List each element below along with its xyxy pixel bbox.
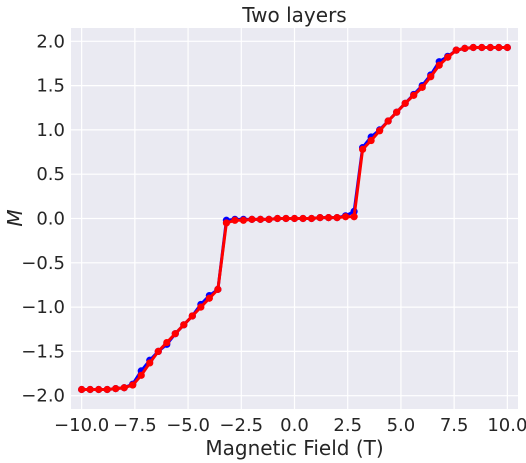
data-point [427, 73, 434, 80]
x-tick-label: 5.0 [387, 415, 416, 436]
y-tick-label: −1.5 [21, 341, 65, 362]
data-point [436, 62, 443, 69]
y-tick-label: 1.5 [36, 76, 65, 97]
y-tick-label: −2.0 [21, 386, 65, 407]
x-tick-label: 7.5 [440, 415, 469, 436]
data-point [172, 330, 179, 337]
y-tick-label: 0.5 [36, 164, 65, 185]
y-tick-labels: −2.0 −1.5 −1.0 −0.5 0.0 0.5 1.0 1.5 2.0 [21, 31, 65, 406]
data-point [487, 44, 494, 51]
data-point [121, 384, 128, 391]
x-tick-label: −2.5 [219, 415, 263, 436]
data-point [376, 127, 383, 134]
y-tick-label: 2.0 [36, 31, 65, 52]
data-point [95, 386, 102, 393]
data-point [402, 100, 409, 107]
data-point [223, 219, 230, 226]
data-point [316, 214, 323, 221]
data-point [248, 216, 255, 223]
data-point [78, 386, 85, 393]
data-point [197, 304, 204, 311]
data-point [359, 146, 366, 153]
data-point [146, 359, 153, 366]
data-point [240, 217, 247, 224]
data-point [129, 381, 136, 388]
data-point [112, 385, 119, 392]
data-point [385, 117, 392, 124]
x-tick-label: 2.5 [333, 415, 362, 436]
x-axis-label: Magnetic Field (T) [205, 436, 383, 460]
data-point [393, 109, 400, 116]
x-tick-label: 0.0 [280, 415, 309, 436]
data-point [419, 84, 426, 91]
y-tick-label: −1.0 [21, 297, 65, 318]
x-tick-labels: −10.0 −7.5 −5.0 −2.5 0.0 2.5 5.0 7.5 10.0 [54, 415, 526, 436]
data-point [282, 215, 289, 222]
data-point [265, 216, 272, 223]
data-point [461, 45, 468, 52]
data-point [470, 44, 477, 51]
data-point [214, 286, 221, 293]
data-point [138, 372, 145, 379]
data-point [504, 44, 511, 51]
data-point [189, 312, 196, 319]
data-point [495, 44, 502, 51]
data-point [155, 348, 162, 355]
data-point [351, 213, 358, 220]
data-point [342, 213, 349, 220]
data-point [291, 215, 298, 222]
data-point [104, 386, 111, 393]
x-tick-label: −7.5 [113, 415, 157, 436]
data-point [274, 215, 281, 222]
y-tick-label: −0.5 [21, 253, 65, 274]
data-point [410, 92, 417, 99]
data-point [257, 216, 264, 223]
data-point [231, 217, 238, 224]
data-point [453, 47, 460, 54]
data-point [325, 214, 332, 221]
data-point [299, 215, 306, 222]
y-tick-label: 0.0 [36, 209, 65, 230]
chart-title: Two layers [241, 3, 346, 27]
data-point [87, 386, 94, 393]
x-tick-label: 10.0 [487, 415, 526, 436]
data-point [206, 295, 213, 302]
data-point [308, 215, 315, 222]
data-point [478, 44, 485, 51]
x-tick-label: −10.0 [54, 415, 109, 436]
data-point [180, 321, 187, 328]
data-point [333, 214, 340, 221]
x-tick-label: −5.0 [166, 415, 210, 436]
y-tick-label: 1.0 [36, 120, 65, 141]
data-point [163, 339, 170, 346]
y-axis-label: M [3, 209, 27, 226]
data-point [368, 137, 375, 144]
data-point [444, 54, 451, 61]
